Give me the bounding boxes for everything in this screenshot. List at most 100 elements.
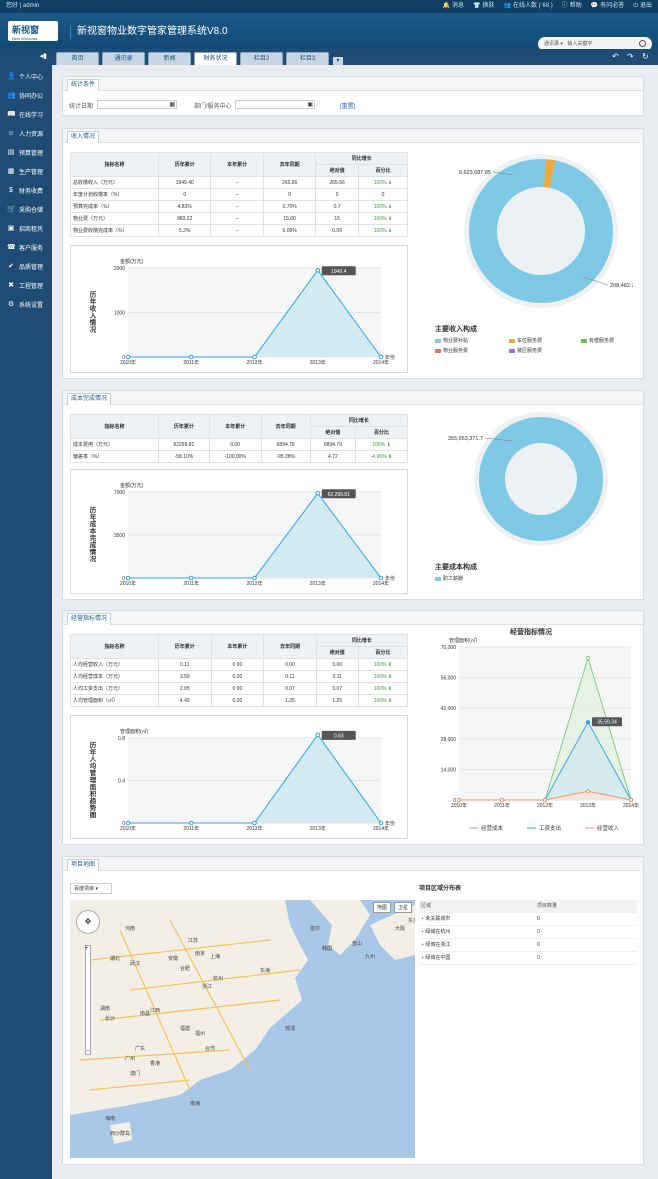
data-point[interactable] [188, 354, 194, 360]
help-link[interactable]: ⓘ 帮助 [561, 3, 582, 9]
data-point[interactable] [585, 720, 591, 725]
legend-item[interactable]: 经营收入 [585, 824, 620, 832]
zoom-slider[interactable]: + − [85, 945, 91, 1055]
satellite-mode-button[interactable]: 卫星 [393, 902, 412, 913]
map-place-label: 杭州 [213, 975, 223, 982]
logout-link[interactable]: ⏻ 退出 [633, 3, 652, 9]
pie-slice-0[interactable] [478, 417, 603, 541]
refresh-icon[interactable]: ↻ [642, 52, 649, 61]
sidebar-item-11[interactable]: ✖ 工程管理 [0, 276, 52, 295]
pie-slice-0[interactable] [469, 159, 613, 303]
sidebar-item-9[interactable]: ☎ 客户服务 [0, 238, 52, 257]
data-point[interactable] [378, 820, 384, 826]
data-point[interactable] [542, 797, 548, 803]
legend-item[interactable]: 车位服务费 [509, 337, 542, 344]
zoom-in-icon[interactable]: + [85, 946, 89, 952]
legend-item[interactable]: 经营成本 [469, 824, 504, 832]
tab-3[interactable]: 财务状况 [194, 52, 237, 65]
cell: 100% [372, 441, 386, 448]
tab-4[interactable]: 栏目2 [240, 52, 283, 65]
search-icon[interactable] [639, 40, 646, 47]
forward-icon[interactable]: ↷ [627, 52, 634, 61]
table-row: 预算完成率（%） 4.83% -- 0.70% 0.7 100% ⬇ [70, 200, 409, 213]
cell: 0.00 [232, 661, 243, 668]
money-icon: $ [9, 186, 13, 194]
collapse-sidebar-icon[interactable]: ◂▮ [39, 53, 47, 60]
date-input[interactable]: ▦ [97, 100, 177, 109]
data-point[interactable] [252, 354, 257, 360]
sidebar-item-4[interactable]: ▤ 预算管理 [0, 143, 52, 162]
cost-chart: 0 3500 7000 2010年 2011年 2012年 2013年 2014年 金额(万元)… [70, 469, 408, 594]
map-mode-button[interactable]: 地图 [372, 902, 391, 913]
x-tick-label: 2011年 [183, 359, 199, 366]
sidebar-item-5[interactable]: ▦ 生产管理 [0, 162, 52, 181]
tab-dropdown-icon[interactable]: ▾ [333, 57, 343, 65]
data-point[interactable] [188, 575, 194, 581]
legend-item[interactable]: 工资支出 [527, 824, 561, 832]
tab-0[interactable]: 首页 [56, 52, 99, 65]
vertical-label-char: 年 [90, 747, 97, 756]
sidebar-item-6[interactable]: $ 财务收费 [0, 181, 52, 200]
plus-icon[interactable]: + [421, 942, 424, 948]
dept-input[interactable]: ▣ [235, 100, 315, 109]
search-scope[interactable]: 通讯录 [544, 41, 560, 47]
map-view[interactable]: 河南 江苏 湖北 安徽 南京 上海 武汉 合肥 浙江 杭州 湖南 江西 东海 福建 广东 台湾 广州 香港 澳门 海南… [70, 900, 415, 1158]
data-point[interactable] [315, 490, 321, 496]
cell: 0.11 [180, 661, 190, 668]
pie-slice-1[interactable] [543, 159, 556, 188]
legend-item[interactable]: 物业费补贴 [435, 337, 468, 344]
sidebar-item-10[interactable]: ✔ 品质管理 [0, 257, 52, 276]
reset-link[interactable]: [重置] [340, 104, 356, 110]
faq-link[interactable]: 💬 有问必答 [590, 3, 625, 9]
data-point[interactable] [499, 797, 505, 803]
data-point[interactable] [628, 797, 634, 803]
data-point[interactable] [378, 575, 384, 581]
sidebar-item-0[interactable]: 👤 个人中心 [0, 67, 52, 86]
sidebar-item-3[interactable]: ☺ 人力资源 [0, 124, 52, 143]
picker-icon[interactable]: ▣ [307, 102, 313, 108]
tab-2[interactable]: 新闻 [148, 52, 191, 65]
map-place-label: 湖北 [110, 955, 120, 962]
sidebar-item-1[interactable]: 👥 协同办公 [0, 86, 52, 105]
data-point[interactable] [252, 820, 257, 826]
data-point[interactable] [585, 789, 591, 794]
data-point[interactable] [315, 267, 321, 273]
data-point[interactable] [125, 354, 131, 360]
data-point[interactable] [378, 354, 384, 360]
dist-row[interactable]: + 未关联城市 0 [419, 913, 637, 926]
skin-link[interactable]: 👕 换肤 [473, 3, 495, 9]
project-select[interactable]: 百度项目 ▾ [70, 883, 112, 894]
dist-row[interactable]: + 绿城在中国 0 [419, 952, 637, 965]
legend-item[interactable]: 装区服务费 [509, 347, 542, 354]
message-link[interactable]: 🔔 消息 [442, 3, 465, 9]
tab-1[interactable]: 通讯录 [102, 52, 145, 65]
legend-item[interactable]: 有偿服务费 [581, 337, 614, 344]
sidebar-item-2[interactable]: 📖 在线学习 [0, 105, 52, 124]
tab-5[interactable]: 栏目3 [286, 52, 329, 65]
plus-icon[interactable]: + [421, 929, 424, 935]
data-point[interactable] [188, 820, 194, 826]
legend-item[interactable]: 职工薪酬 [435, 575, 463, 582]
plus-icon[interactable]: + [421, 916, 424, 922]
data-point[interactable] [315, 732, 321, 738]
calendar-icon[interactable]: ▦ [169, 102, 175, 108]
pan-control-icon[interactable]: ✥ [76, 910, 100, 934]
dist-row[interactable]: + 绿城在浙江 0 [419, 939, 637, 952]
search-box[interactable]: 通讯录 ▾ 输入关键字 [538, 37, 652, 51]
online-users-link[interactable]: 👥 在线人数 ( 68 ) [503, 3, 553, 9]
search-input[interactable]: 输入关键字 [567, 41, 593, 47]
data-point[interactable] [585, 655, 591, 661]
data-point[interactable] [456, 797, 462, 803]
legend-item[interactable]: 物业服务费 [435, 347, 468, 354]
data-point[interactable] [125, 820, 131, 826]
zoom-out-icon[interactable]: − [86, 1048, 90, 1054]
sidebar-item-12[interactable]: ⚙ 系统设置 [0, 295, 52, 314]
data-point[interactable] [252, 575, 257, 581]
dist-row[interactable]: + 绿城在杭州 0 [419, 926, 637, 939]
sidebar-item-8[interactable]: ▣ 招商租凭 [0, 219, 52, 238]
data-point[interactable] [125, 575, 131, 581]
back-icon[interactable]: ↶ [612, 52, 619, 61]
plus-icon[interactable]: + [421, 955, 424, 961]
sidebar-item-7[interactable]: 🛒 采购仓储 [0, 200, 52, 219]
